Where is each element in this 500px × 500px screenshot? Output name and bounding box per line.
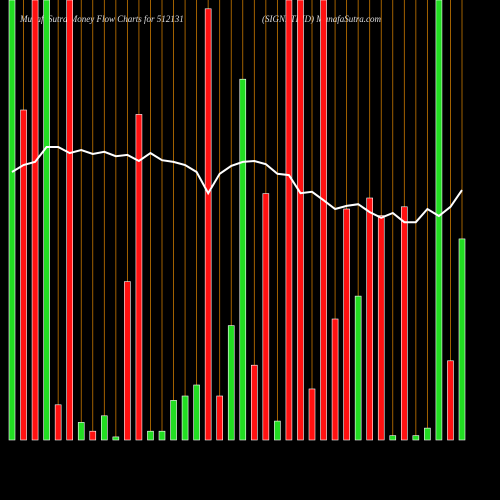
bar bbox=[77, 422, 85, 441]
bar bbox=[204, 8, 212, 441]
bar bbox=[343, 208, 350, 441]
bar bbox=[124, 281, 131, 441]
bar bbox=[89, 430, 97, 441]
bar bbox=[31, 0, 39, 441]
bar bbox=[135, 114, 143, 441]
bar bbox=[401, 206, 408, 441]
bar bbox=[262, 193, 270, 441]
bar bbox=[308, 388, 316, 441]
bar bbox=[424, 427, 431, 441]
bar bbox=[458, 238, 466, 441]
bar bbox=[20, 109, 27, 441]
bar bbox=[112, 436, 120, 441]
bar bbox=[101, 415, 108, 441]
bar bbox=[43, 0, 50, 441]
bar bbox=[274, 420, 281, 441]
bar bbox=[354, 295, 362, 441]
chart-title: MunafaSutra Money Flow Charts for 512131 bbox=[19, 14, 184, 24]
bar bbox=[66, 0, 73, 441]
bar bbox=[170, 400, 177, 441]
bar bbox=[54, 404, 62, 441]
bar bbox=[412, 435, 420, 441]
bar bbox=[377, 215, 385, 441]
money-flow-line bbox=[11, 146, 463, 224]
bar bbox=[239, 78, 247, 441]
bar bbox=[297, 0, 304, 441]
bar bbox=[193, 384, 200, 441]
bar bbox=[447, 360, 454, 441]
bar bbox=[181, 395, 189, 441]
bar bbox=[158, 430, 166, 441]
bar bbox=[147, 430, 154, 441]
bar bbox=[227, 325, 235, 441]
bar bbox=[285, 0, 293, 441]
bar bbox=[389, 435, 397, 441]
bar bbox=[331, 318, 339, 441]
bar bbox=[251, 364, 258, 441]
bar bbox=[216, 395, 223, 441]
bar bbox=[320, 0, 327, 441]
bar bbox=[8, 0, 16, 441]
bar bbox=[366, 197, 373, 441]
bar bbox=[435, 0, 443, 441]
